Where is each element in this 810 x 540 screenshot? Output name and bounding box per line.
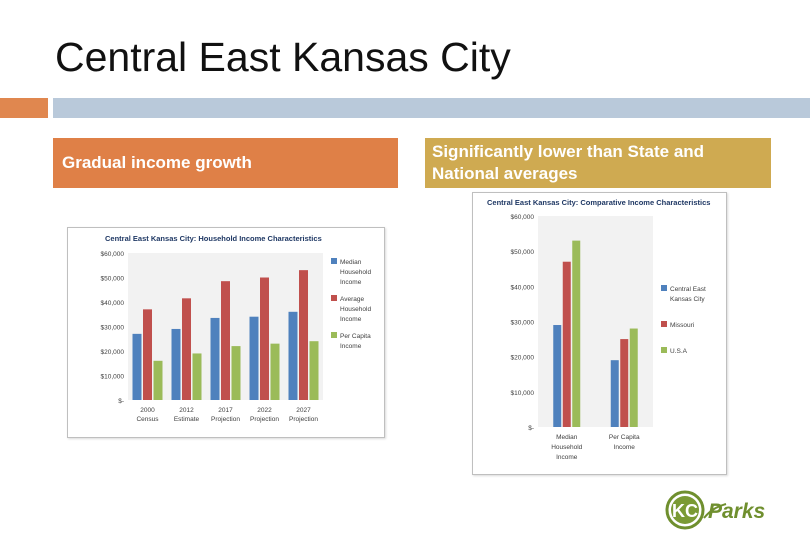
bar <box>221 281 230 400</box>
bar <box>572 240 581 427</box>
chart-title: Central East Kansas City: Household Inco… <box>105 234 322 243</box>
bar <box>288 311 298 400</box>
bar <box>260 277 269 400</box>
logo-kc-text: KC <box>672 501 698 521</box>
bar <box>143 309 152 400</box>
y-tick-label: $40,000 <box>511 284 535 291</box>
bar <box>629 328 638 427</box>
y-tick-label: $- <box>528 425 534 432</box>
x-tick-label: Census <box>136 416 159 423</box>
y-tick-label: $60,000 <box>511 214 535 221</box>
household-income-chart: Central East Kansas City: Household Inco… <box>67 227 385 438</box>
comparative-income-chart-svg: Central East Kansas City: Comparative In… <box>487 198 710 461</box>
kc-parks-logo-graphic: KC Parks <box>665 490 765 530</box>
y-tick-label: $30,000 <box>101 325 125 332</box>
x-tick-label: Projection <box>289 416 318 423</box>
bar <box>171 328 181 400</box>
x-tick-label: Income <box>556 454 578 461</box>
legend-swatch <box>661 321 667 327</box>
comparative-income-chart: Central East Kansas City: Comparative In… <box>472 192 727 475</box>
legend-swatch <box>661 347 667 353</box>
x-tick-label: Estimate <box>174 416 200 423</box>
x-tick-label: 2012 <box>179 407 194 414</box>
y-tick-label: $60,000 <box>101 251 125 258</box>
bar <box>153 360 163 400</box>
callout-income-growth-text: Gradual income growth <box>62 153 252 172</box>
y-tick-label: $40,000 <box>101 300 125 307</box>
legend-label: Household <box>340 306 371 313</box>
x-tick-label: Income <box>614 444 636 451</box>
x-tick-label: 2017 <box>218 407 233 414</box>
callout-comparison: Significantly lower than State and Natio… <box>425 138 771 188</box>
legend-label: U.S.A <box>670 348 688 355</box>
legend-label: Missouri <box>670 322 694 329</box>
legend-label: Average <box>340 296 364 303</box>
legend-label: Kansas City <box>670 296 705 303</box>
x-tick-label: 2022 <box>257 407 272 414</box>
bar <box>249 316 259 400</box>
legend-label: Income <box>340 343 362 350</box>
legend-label: Income <box>340 316 362 323</box>
legend-swatch <box>661 285 667 291</box>
kc-parks-logo: KC Parks <box>664 488 780 532</box>
slide-title: Central East Kansas City <box>55 34 511 80</box>
household-income-chart-svg: Central East Kansas City: Household Inco… <box>101 234 372 423</box>
bar <box>553 325 562 427</box>
x-tick-label: 2027 <box>296 407 311 414</box>
legend-swatch <box>331 258 337 264</box>
bar <box>562 261 571 427</box>
chart-title: Central East Kansas City: Comparative In… <box>487 198 710 207</box>
y-tick-label: $50,000 <box>101 276 125 283</box>
bar <box>270 343 280 400</box>
x-tick-label: Median <box>556 434 578 441</box>
bar <box>309 341 319 400</box>
bar <box>610 360 619 427</box>
bar <box>210 317 220 400</box>
bar <box>192 353 202 400</box>
bar <box>231 346 241 400</box>
legend-label: Income <box>340 279 362 286</box>
callout-comparison-line1: Significantly lower than State and <box>432 142 705 161</box>
y-tick-label: $20,000 <box>511 355 535 362</box>
y-tick-label: $10,000 <box>101 374 125 381</box>
x-tick-label: Per Capita <box>609 434 640 441</box>
x-tick-label: Projection <box>250 416 279 423</box>
callout-comparison-line2: National averages <box>432 164 578 183</box>
legend-label: Per Capita <box>340 333 371 340</box>
x-tick-label: 2000 <box>140 407 155 414</box>
bar <box>132 333 142 400</box>
legend-swatch <box>331 332 337 338</box>
legend-label: Central East <box>670 286 706 293</box>
bar <box>620 339 629 427</box>
logo-parks-text: Parks <box>708 500 765 523</box>
x-tick-label: Projection <box>211 416 240 423</box>
y-tick-label: $10,000 <box>511 390 535 397</box>
legend-label: Median <box>340 259 362 266</box>
y-tick-label: $20,000 <box>101 349 125 356</box>
header-rule-blue <box>53 98 810 118</box>
legend-label: Household <box>340 269 371 276</box>
header-rule-orange <box>0 98 48 118</box>
y-tick-label: $50,000 <box>511 249 535 256</box>
legend-swatch <box>331 295 337 301</box>
bar <box>299 270 308 400</box>
bar <box>182 298 191 400</box>
y-tick-label: $30,000 <box>511 320 535 327</box>
callout-income-growth: Gradual income growth <box>53 138 398 188</box>
y-tick-label: $- <box>118 398 124 405</box>
x-tick-label: Household <box>551 444 582 451</box>
